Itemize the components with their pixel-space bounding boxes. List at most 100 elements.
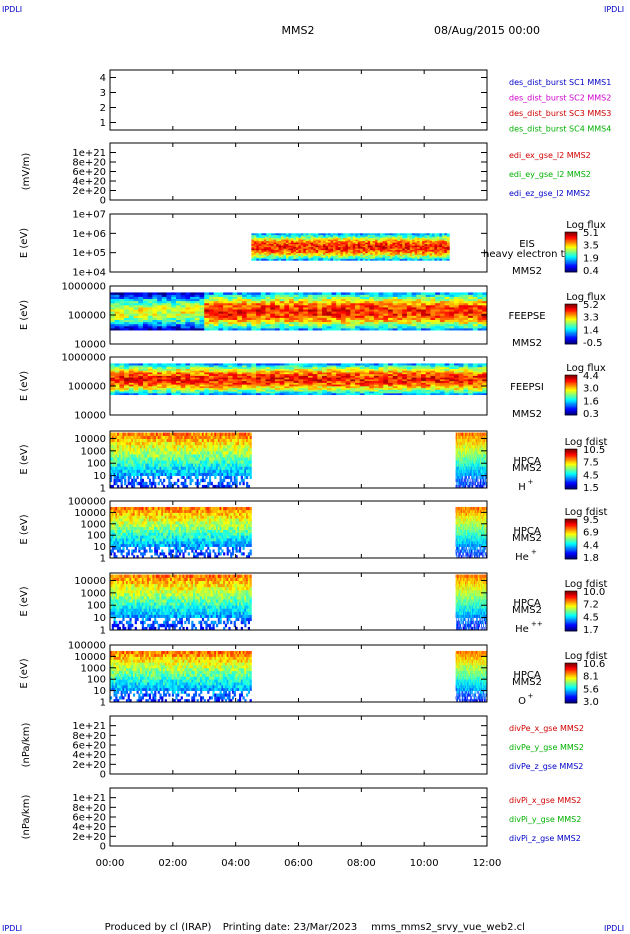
heatmap-cell xyxy=(355,377,361,380)
heatmap-cell xyxy=(261,234,265,237)
heatmap-cell xyxy=(213,296,219,300)
heatmap-cell xyxy=(320,233,324,236)
heatmap-cell xyxy=(435,321,441,325)
heatmap-cell xyxy=(383,380,389,383)
heatmap-cell xyxy=(350,255,354,258)
heatmap-cell xyxy=(357,233,361,236)
heatmap-cell xyxy=(227,315,233,318)
heatmap-cell xyxy=(284,379,290,382)
heatmap-cell xyxy=(458,300,464,304)
heatmap-cell xyxy=(402,242,406,245)
heatmap-cell xyxy=(397,294,403,297)
heatmap-cell xyxy=(223,302,229,306)
heatmap-cell xyxy=(370,255,373,258)
heatmap-cell xyxy=(256,292,262,295)
heatmap-cell xyxy=(161,379,167,382)
heatmap-cell xyxy=(392,248,396,251)
heatmap-cell xyxy=(444,300,450,304)
heatmap-cell xyxy=(362,251,366,254)
heatmap-cell xyxy=(392,298,398,302)
heatmap-cell xyxy=(388,366,394,369)
heatmap-cell xyxy=(383,309,389,312)
heatmap-cell xyxy=(416,387,422,390)
heatmap-cell xyxy=(419,234,423,237)
heatmap-cell xyxy=(439,313,445,316)
heatmap-cell xyxy=(350,379,356,382)
heatmap-cell xyxy=(138,309,144,312)
heatmap-cell xyxy=(232,296,238,300)
heatmap-cell xyxy=(449,387,455,390)
heatmap-cell xyxy=(166,386,172,389)
heatmap-cell xyxy=(380,237,383,240)
heatmap-cell xyxy=(298,380,304,383)
heatmap-cell xyxy=(463,377,469,380)
heatmap-cell xyxy=(293,387,299,390)
heatmap-cell xyxy=(425,392,431,396)
heatmap-cell xyxy=(232,365,238,368)
heatmap-cell xyxy=(124,366,130,369)
heatmap-cell xyxy=(468,311,474,314)
heatmap-cell xyxy=(171,387,177,390)
heatmap-cell xyxy=(370,243,373,246)
heatmap-cell xyxy=(454,317,460,320)
heatmap-cell xyxy=(273,251,277,254)
heatmap-cell xyxy=(276,258,279,261)
heatmap-cell xyxy=(419,242,423,245)
heatmap-cell xyxy=(261,255,265,258)
heatmap-cell xyxy=(300,234,304,237)
heatmap-cell xyxy=(454,377,460,380)
heatmap-cell xyxy=(308,246,312,249)
heatmap-cell xyxy=(335,254,339,257)
heatmap-cell xyxy=(355,249,359,252)
heatmap-cell xyxy=(444,328,450,331)
heatmap-cell xyxy=(430,392,436,396)
heatmap-cell xyxy=(468,384,474,387)
heatmap-cell xyxy=(444,377,450,380)
heatmap-cell xyxy=(279,379,285,382)
heatmap-cell xyxy=(360,254,364,257)
heatmap-cell xyxy=(392,240,396,243)
heatmap-cell xyxy=(142,387,149,390)
heatmap-cell xyxy=(293,251,297,254)
heatmap-cell xyxy=(367,252,371,255)
heatmap-cell xyxy=(435,379,441,382)
heatmap-cell xyxy=(382,246,386,249)
heatmap-cell xyxy=(298,233,302,236)
heatmap-cell xyxy=(227,292,233,295)
heatmap-cell xyxy=(241,317,248,320)
heatmap-cell xyxy=(375,249,378,252)
heatmap-cell xyxy=(322,311,328,314)
heatmap-cell xyxy=(454,382,460,385)
heatmap-cell xyxy=(166,298,172,302)
heatmap-cell xyxy=(298,239,302,242)
spacecraft-label: MMS2 xyxy=(512,338,542,349)
heatmap-cell xyxy=(317,387,323,390)
heatmap-cell xyxy=(397,233,401,236)
heatmap-cell xyxy=(185,373,191,376)
heatmap-cell xyxy=(439,317,445,320)
heatmap-cell xyxy=(232,315,238,318)
heatmap-cell xyxy=(397,305,403,308)
heatmap-cell xyxy=(458,296,464,300)
heatmap-cell xyxy=(171,292,177,295)
heatmap-cell xyxy=(114,363,120,366)
heatmap-cell xyxy=(161,328,167,331)
heatmap-cell xyxy=(392,325,398,329)
heatmap-cell xyxy=(227,366,233,369)
heatmap-cell xyxy=(340,382,347,385)
heatmap-cell xyxy=(213,370,219,373)
heatmap-cell xyxy=(369,300,375,304)
heatmap-cell xyxy=(147,363,153,366)
heatmap-cell xyxy=(326,380,332,383)
heatmap-cell xyxy=(392,294,398,297)
heatmap-cell xyxy=(246,298,252,302)
heatmap-cell xyxy=(411,323,417,327)
heatmap-cell xyxy=(328,233,331,236)
heatmap-cell xyxy=(133,365,139,368)
heatmap-cell xyxy=(330,243,334,246)
heatmap-cell xyxy=(175,307,182,310)
heatmap-cell xyxy=(161,382,167,385)
heatmap-cell xyxy=(303,323,309,327)
heatmap-cell xyxy=(365,252,369,255)
